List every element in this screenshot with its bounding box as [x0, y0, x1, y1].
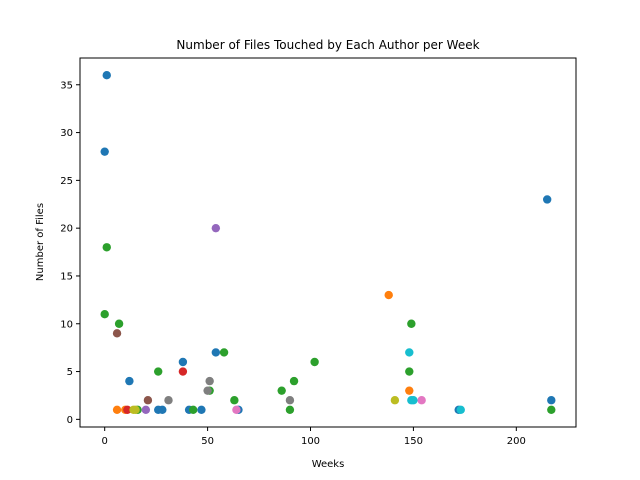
x-tick-label: 100 — [301, 436, 320, 447]
data-point — [390, 396, 400, 405]
data-point — [158, 405, 167, 414]
data-points — [100, 71, 556, 414]
data-point — [310, 357, 319, 367]
y-tick-label: 10 — [60, 319, 73, 330]
data-point — [189, 405, 198, 414]
data-point — [131, 405, 140, 414]
data-point — [154, 367, 163, 376]
data-point — [456, 405, 465, 414]
data-point — [178, 367, 188, 376]
data-point — [409, 396, 418, 405]
y-tick-label: 25 — [60, 176, 73, 187]
data-point — [407, 319, 416, 328]
data-point — [141, 405, 151, 414]
data-point — [211, 223, 221, 233]
x-axis-label: Weeks — [312, 459, 345, 470]
y-axis-label: Number of Files — [35, 203, 46, 281]
data-point — [164, 396, 173, 405]
data-point — [289, 376, 299, 386]
x-tick-label: 0 — [102, 436, 108, 447]
data-point — [542, 195, 552, 204]
data-point — [114, 319, 124, 328]
data-point — [203, 386, 212, 395]
data-point — [143, 396, 153, 405]
data-point — [547, 405, 556, 414]
y-axis-ticks: 0 5 10 15 20 25 30 35 — [60, 80, 80, 426]
data-point — [112, 329, 122, 338]
y-tick-label: 0 — [67, 415, 73, 426]
data-point — [405, 386, 414, 395]
y-tick-label: 5 — [67, 367, 73, 378]
x-tick-label: 200 — [507, 436, 526, 447]
data-point — [405, 348, 414, 357]
data-point — [100, 147, 109, 156]
data-point — [112, 405, 122, 414]
data-point — [384, 290, 393, 300]
data-point — [277, 386, 286, 395]
data-point — [102, 243, 111, 252]
data-point — [178, 357, 188, 367]
x-tick-label: 150 — [404, 436, 423, 447]
data-point — [285, 396, 295, 405]
data-point — [547, 396, 556, 405]
chart-title: Number of Files Touched by Each Author p… — [176, 38, 479, 52]
data-point — [100, 310, 109, 319]
y-tick-label: 30 — [60, 128, 73, 139]
data-point — [125, 376, 134, 386]
data-point — [285, 405, 295, 414]
x-tick-label: 50 — [201, 436, 214, 447]
data-point — [205, 376, 214, 386]
data-point — [219, 348, 229, 357]
data-point — [211, 348, 221, 357]
data-point — [417, 396, 426, 405]
y-tick-label: 15 — [60, 271, 73, 282]
data-point — [232, 405, 241, 414]
plot-frame — [79, 57, 577, 428]
data-point — [123, 405, 132, 414]
y-tick-label: 35 — [60, 80, 73, 91]
data-point — [102, 71, 111, 80]
data-point — [405, 367, 414, 376]
data-point — [230, 396, 239, 405]
x-axis-ticks: 0 50 100 150 200 — [102, 427, 526, 447]
y-tick-label: 20 — [60, 224, 73, 235]
data-point — [197, 405, 206, 414]
